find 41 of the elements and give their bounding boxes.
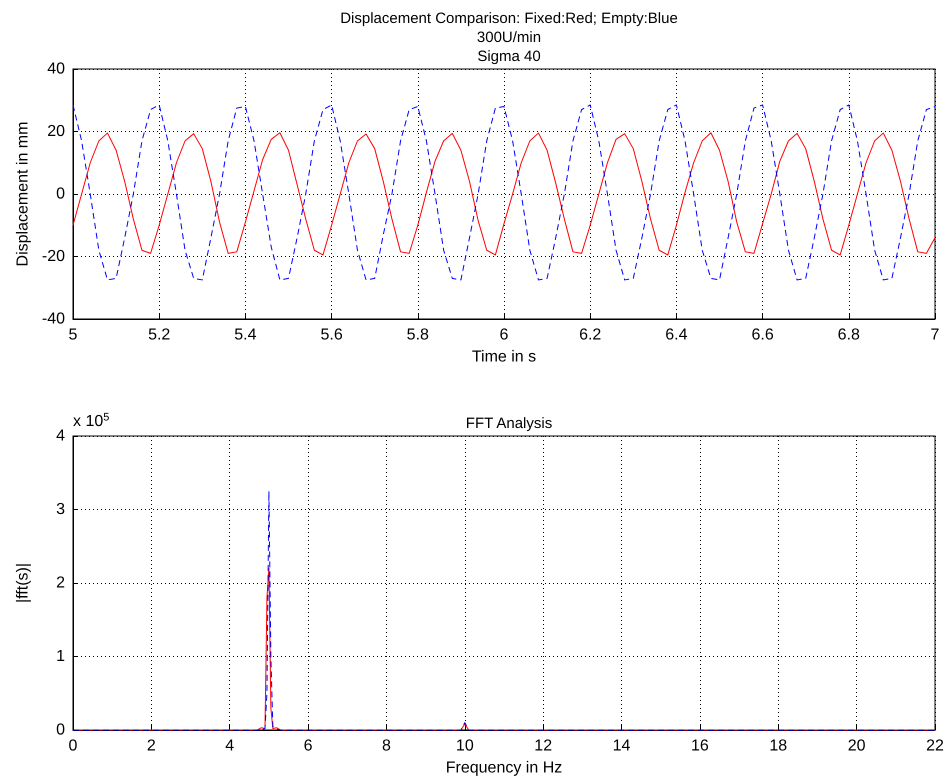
y-tick-label: 0 xyxy=(56,722,66,738)
x-tick-label: 20 xyxy=(848,738,866,754)
x-tick-label: 5 xyxy=(68,326,78,344)
x-tick-label: 10 xyxy=(456,738,474,754)
y-axis-title: |fft(s)| xyxy=(14,562,32,604)
y-axis-title: Displacement in mm xyxy=(14,122,32,266)
chart-title: Displacement Comparison: Fixed:Red; Empty:Blue 300U/min Sigma 40 xyxy=(340,10,678,65)
x-tick-label: 6 xyxy=(500,326,509,344)
x-tick-label: 7 xyxy=(930,326,940,344)
x-tick-label: 6.2 xyxy=(579,326,602,344)
x-tick-label: 6.8 xyxy=(838,326,860,344)
y-tick-label: 1 xyxy=(56,648,66,665)
x-tick-label: 8 xyxy=(382,738,391,754)
y-tick-label: -20 xyxy=(42,248,66,265)
line-series xyxy=(72,132,936,256)
chart-title: FFT Analysis xyxy=(466,415,552,432)
y-tick-label: 3 xyxy=(56,501,66,518)
x-axis-title: Frequency in Hz xyxy=(446,760,562,776)
y-tick-label: 20 xyxy=(47,123,66,140)
x-tick-label: 16 xyxy=(691,738,709,754)
y-tick-label: 40 xyxy=(47,60,66,78)
y-tick-label: 0 xyxy=(56,186,66,202)
x-tick-label: 5.4 xyxy=(234,326,257,344)
x-tick-label: 6.6 xyxy=(751,326,774,344)
x-tick-label: 2 xyxy=(146,738,156,754)
x-tick-label: 22 xyxy=(926,738,944,754)
x-tick-label: 5.6 xyxy=(320,326,343,344)
x-tick-label: 14 xyxy=(612,738,631,754)
x-axis-title: Time in s xyxy=(472,348,536,366)
x-tick-label: 18 xyxy=(769,738,788,754)
x-tick-label: 6.4 xyxy=(665,326,688,344)
y-tick-label: 4 xyxy=(56,428,66,444)
line-series xyxy=(72,104,936,280)
x-tick-label: 0 xyxy=(68,738,78,754)
x-tick-label: 12 xyxy=(534,738,552,754)
x-tick-label: 5.2 xyxy=(148,326,170,344)
x-tick-label: 4 xyxy=(225,738,234,754)
x-tick-label: 6 xyxy=(304,738,313,754)
x-tick-label: 5.8 xyxy=(406,326,430,344)
y-tick-label: -40 xyxy=(42,310,66,328)
y-tick-label: 2 xyxy=(56,574,66,592)
